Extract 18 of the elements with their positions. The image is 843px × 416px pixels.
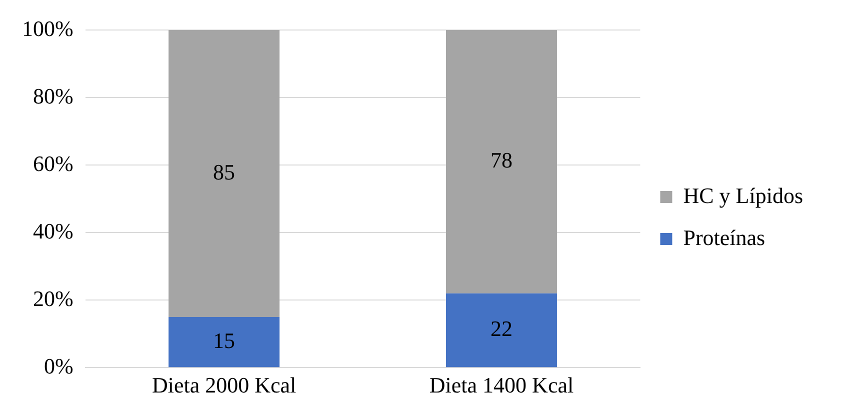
y-tick-label: 40% [33,218,74,244]
x-tick-label: Dieta 1400 Kcal [429,372,574,398]
data-label: 15 [213,328,236,353]
bar [446,30,557,294]
y-tick-label: 80% [33,83,74,108]
bar [446,293,557,368]
y-tick-label: 20% [33,286,74,311]
y-tick-label: 100% [22,16,74,41]
y-tick-label: 60% [33,150,74,176]
legend-label: Proteínas [683,224,766,250]
data-label: 78 [490,147,512,172]
bar [168,316,280,368]
bar [168,30,280,317]
x-tick-label: Dieta 2000 Kcal [152,372,296,398]
legend-label: HC y Lípidos [683,182,804,208]
y-tick-label: 0% [44,353,74,378]
data-label: 85 [213,159,236,184]
data-label: 22 [490,316,512,341]
